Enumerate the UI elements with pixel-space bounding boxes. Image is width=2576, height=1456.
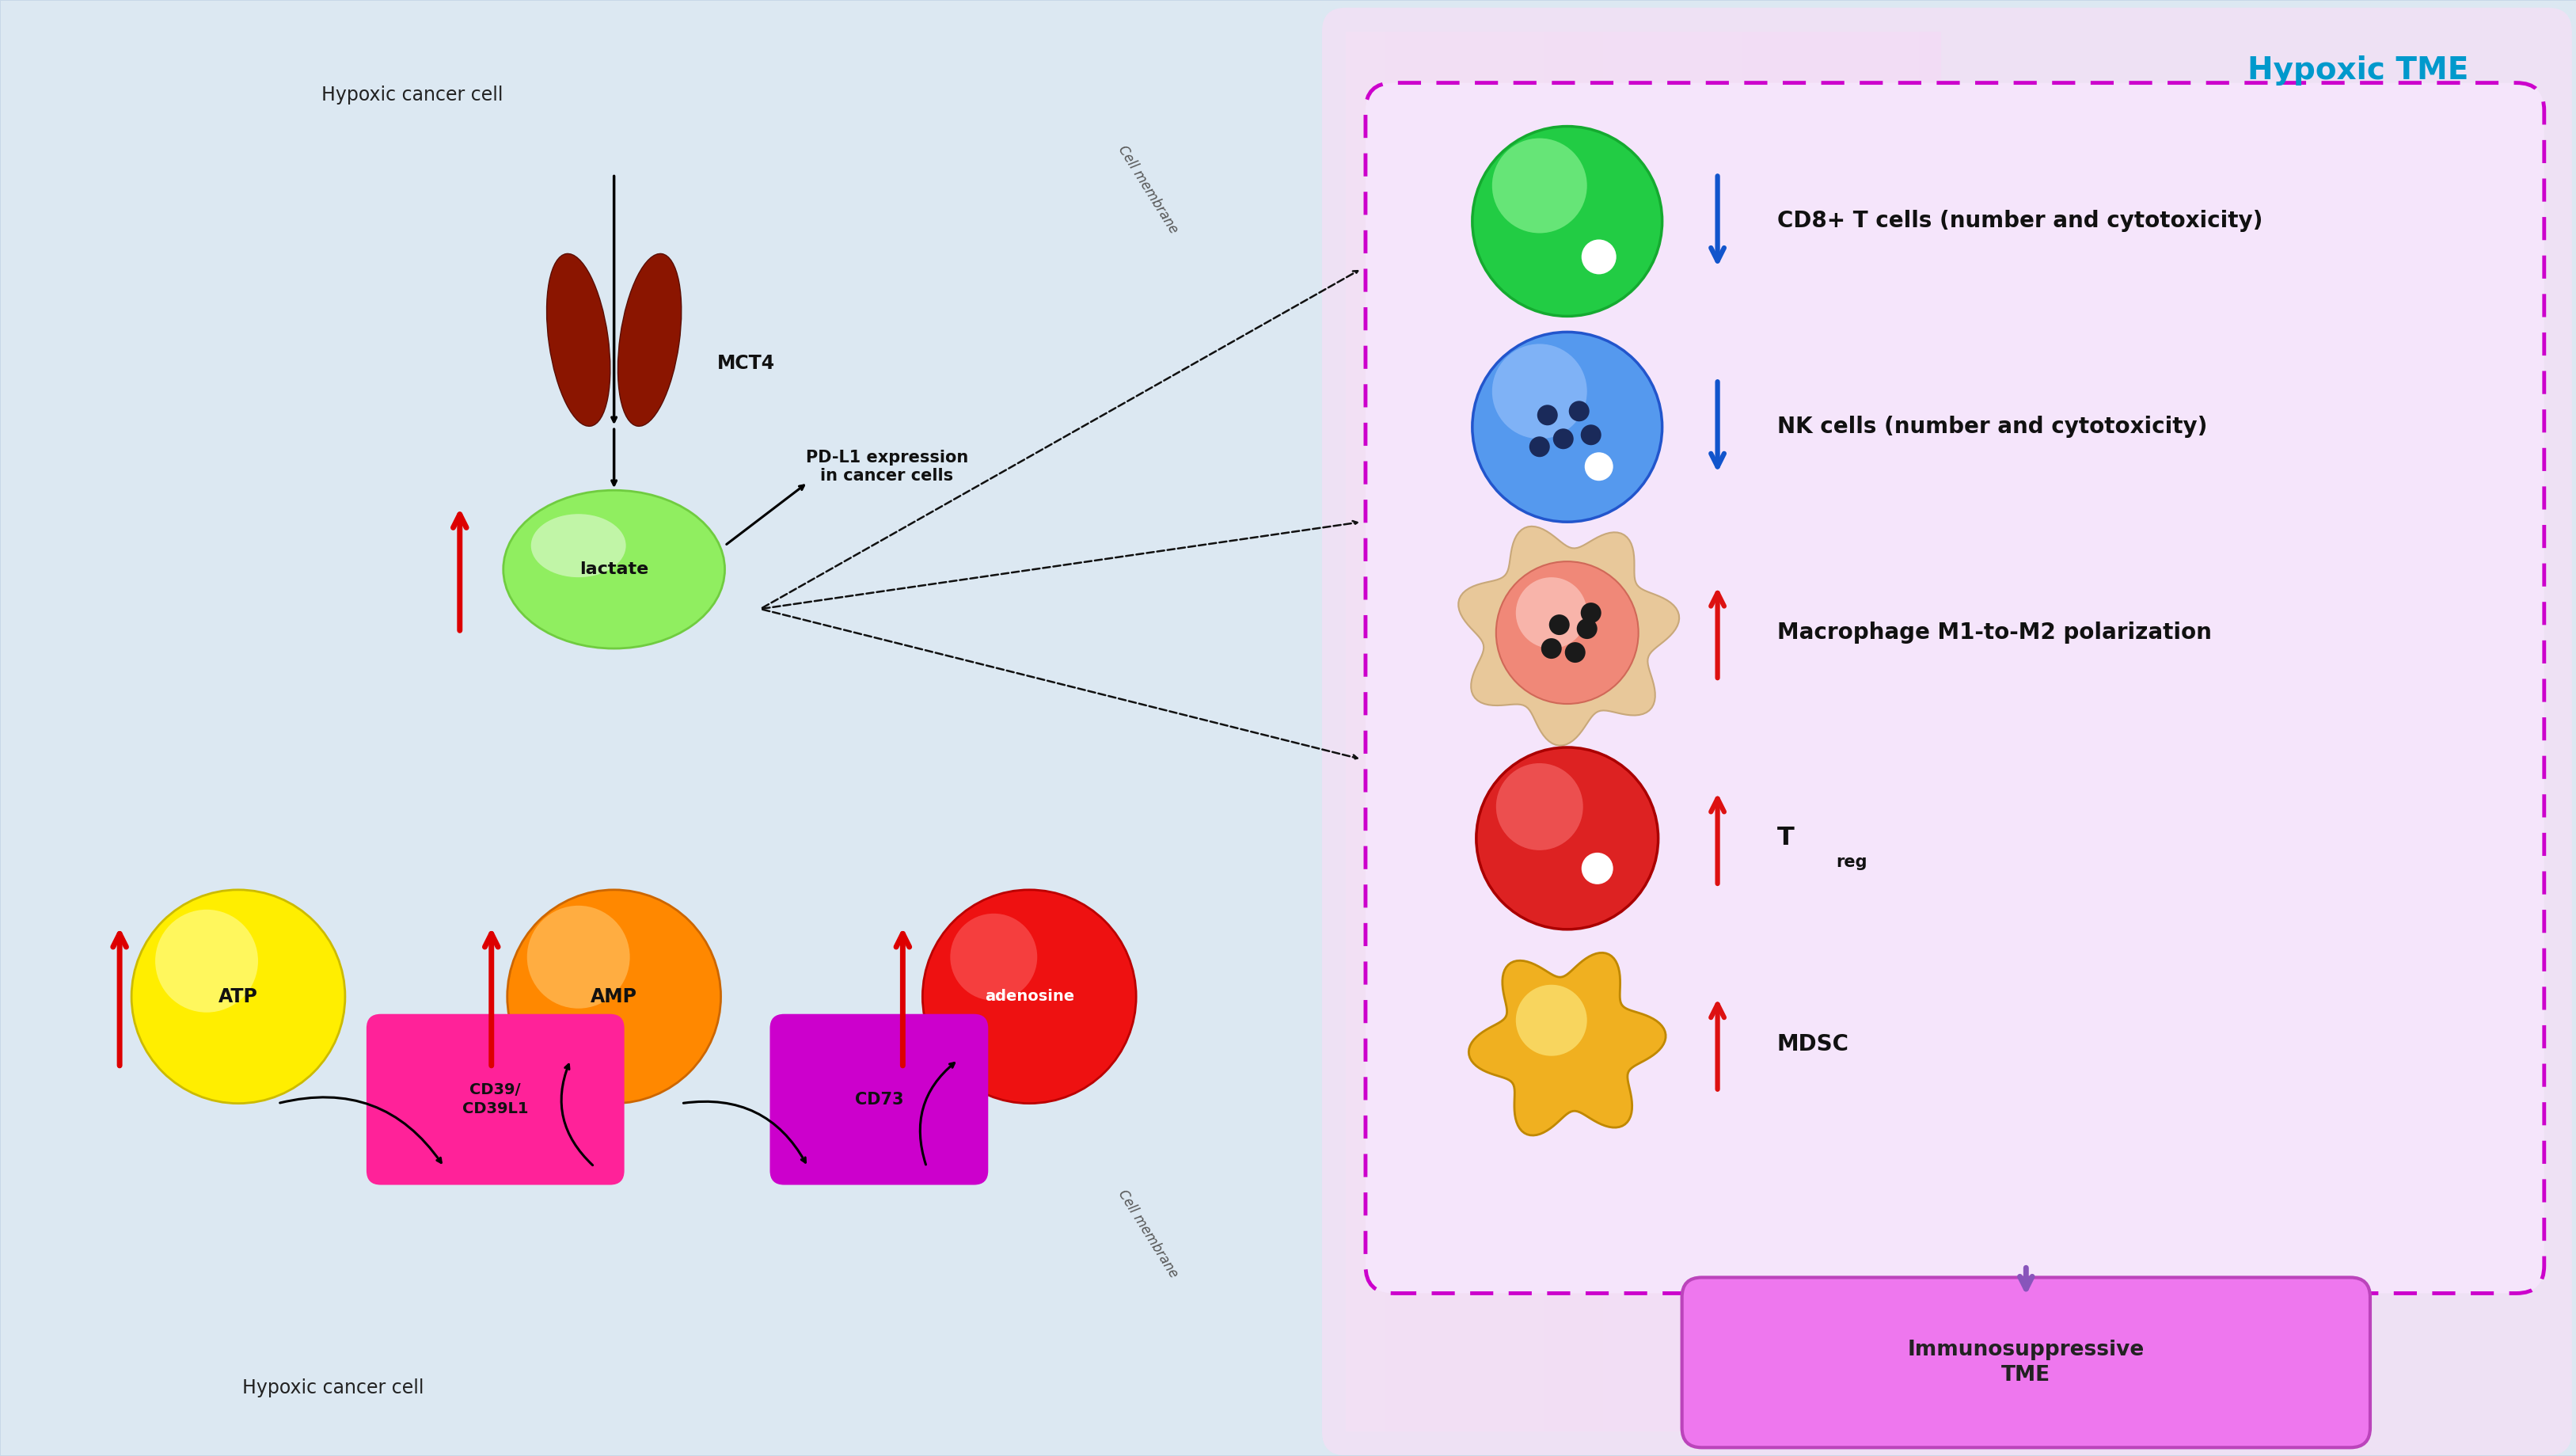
Circle shape: [1515, 577, 1587, 648]
FancyBboxPatch shape: [1543, 32, 1566, 1431]
Circle shape: [922, 890, 1136, 1104]
FancyBboxPatch shape: [1780, 32, 1803, 1431]
FancyBboxPatch shape: [1878, 32, 1901, 1431]
Text: CD73: CD73: [855, 1092, 904, 1108]
Text: MCT4: MCT4: [716, 354, 775, 373]
Text: AMP: AMP: [590, 987, 636, 1006]
Text: CD8+ T cells (number and cytotoxicity): CD8+ T cells (number and cytotoxicity): [1777, 210, 2262, 233]
Circle shape: [1497, 763, 1582, 850]
FancyBboxPatch shape: [1641, 32, 1664, 1431]
Circle shape: [1497, 562, 1638, 703]
Text: Hypoxic TME: Hypoxic TME: [2246, 55, 2468, 86]
Ellipse shape: [618, 253, 680, 427]
FancyBboxPatch shape: [1445, 32, 1466, 1431]
Text: Hypoxic cancer cell: Hypoxic cancer cell: [242, 1379, 425, 1398]
FancyBboxPatch shape: [1839, 32, 1862, 1431]
FancyBboxPatch shape: [1504, 32, 1525, 1431]
FancyBboxPatch shape: [1741, 32, 1762, 1431]
FancyBboxPatch shape: [1801, 32, 1821, 1431]
Circle shape: [951, 913, 1038, 1000]
Circle shape: [1548, 614, 1569, 635]
Text: NK cells (number and cytotoxicity): NK cells (number and cytotoxicity): [1777, 416, 2208, 438]
Polygon shape: [1458, 527, 1680, 745]
FancyBboxPatch shape: [1484, 32, 1507, 1431]
Ellipse shape: [531, 514, 626, 577]
FancyBboxPatch shape: [1365, 32, 1388, 1431]
Circle shape: [1528, 437, 1548, 457]
Circle shape: [1564, 642, 1584, 662]
FancyBboxPatch shape: [1860, 32, 1880, 1431]
FancyBboxPatch shape: [366, 1013, 623, 1185]
Circle shape: [1577, 619, 1597, 639]
FancyBboxPatch shape: [1682, 1277, 2370, 1447]
Text: MDSC: MDSC: [1777, 1032, 1850, 1056]
Ellipse shape: [502, 491, 724, 648]
Circle shape: [1471, 332, 1662, 521]
FancyBboxPatch shape: [1759, 32, 1783, 1431]
Circle shape: [1569, 400, 1589, 421]
FancyBboxPatch shape: [1682, 32, 1703, 1431]
FancyBboxPatch shape: [1721, 32, 1744, 1431]
FancyBboxPatch shape: [1662, 32, 1685, 1431]
Text: CD39/
CD39L1: CD39/ CD39L1: [461, 1083, 528, 1117]
Circle shape: [507, 890, 721, 1104]
FancyBboxPatch shape: [1386, 32, 1406, 1431]
FancyBboxPatch shape: [1425, 32, 1448, 1431]
Polygon shape: [1468, 952, 1664, 1136]
Circle shape: [1582, 853, 1613, 884]
Circle shape: [1584, 453, 1613, 480]
FancyBboxPatch shape: [1919, 32, 1940, 1431]
Text: Macrophage M1-to-M2 polarization: Macrophage M1-to-M2 polarization: [1777, 622, 2210, 644]
FancyBboxPatch shape: [1819, 32, 1842, 1431]
Circle shape: [1471, 127, 1662, 316]
Text: Hypoxic cancer cell: Hypoxic cancer cell: [322, 86, 502, 105]
Circle shape: [1540, 638, 1561, 658]
FancyBboxPatch shape: [1522, 32, 1546, 1431]
Circle shape: [1579, 603, 1600, 623]
FancyBboxPatch shape: [1582, 32, 1605, 1431]
Text: Cell membrane: Cell membrane: [1115, 143, 1180, 236]
FancyBboxPatch shape: [1899, 32, 1922, 1431]
Text: Immunosuppressive
TME: Immunosuppressive TME: [1906, 1340, 2143, 1386]
FancyBboxPatch shape: [1623, 32, 1643, 1431]
Circle shape: [1579, 425, 1600, 446]
FancyBboxPatch shape: [1404, 32, 1427, 1431]
Text: adenosine: adenosine: [984, 989, 1074, 1005]
FancyBboxPatch shape: [1321, 7, 2571, 1456]
Circle shape: [1492, 344, 1587, 438]
Text: PD-L1 expression
in cancer cells: PD-L1 expression in cancer cells: [806, 450, 969, 483]
Circle shape: [1538, 405, 1558, 425]
FancyBboxPatch shape: [1564, 32, 1584, 1431]
FancyBboxPatch shape: [1365, 83, 2543, 1293]
Circle shape: [1476, 747, 1659, 929]
Text: T: T: [1777, 826, 1793, 850]
FancyBboxPatch shape: [1602, 32, 1625, 1431]
FancyBboxPatch shape: [1700, 32, 1723, 1431]
Circle shape: [528, 906, 629, 1009]
Text: lactate: lactate: [580, 562, 649, 577]
Ellipse shape: [546, 253, 611, 427]
FancyBboxPatch shape: [1463, 32, 1486, 1431]
Circle shape: [1553, 428, 1574, 448]
Text: reg: reg: [1837, 855, 1868, 871]
Circle shape: [131, 890, 345, 1104]
FancyBboxPatch shape: [770, 1013, 987, 1185]
Circle shape: [1515, 984, 1587, 1056]
Text: Cell membrane: Cell membrane: [1115, 1187, 1180, 1280]
Circle shape: [155, 910, 258, 1012]
Circle shape: [1582, 239, 1615, 274]
Circle shape: [1492, 138, 1587, 233]
Text: ATP: ATP: [219, 987, 258, 1006]
FancyBboxPatch shape: [1345, 32, 1368, 1431]
